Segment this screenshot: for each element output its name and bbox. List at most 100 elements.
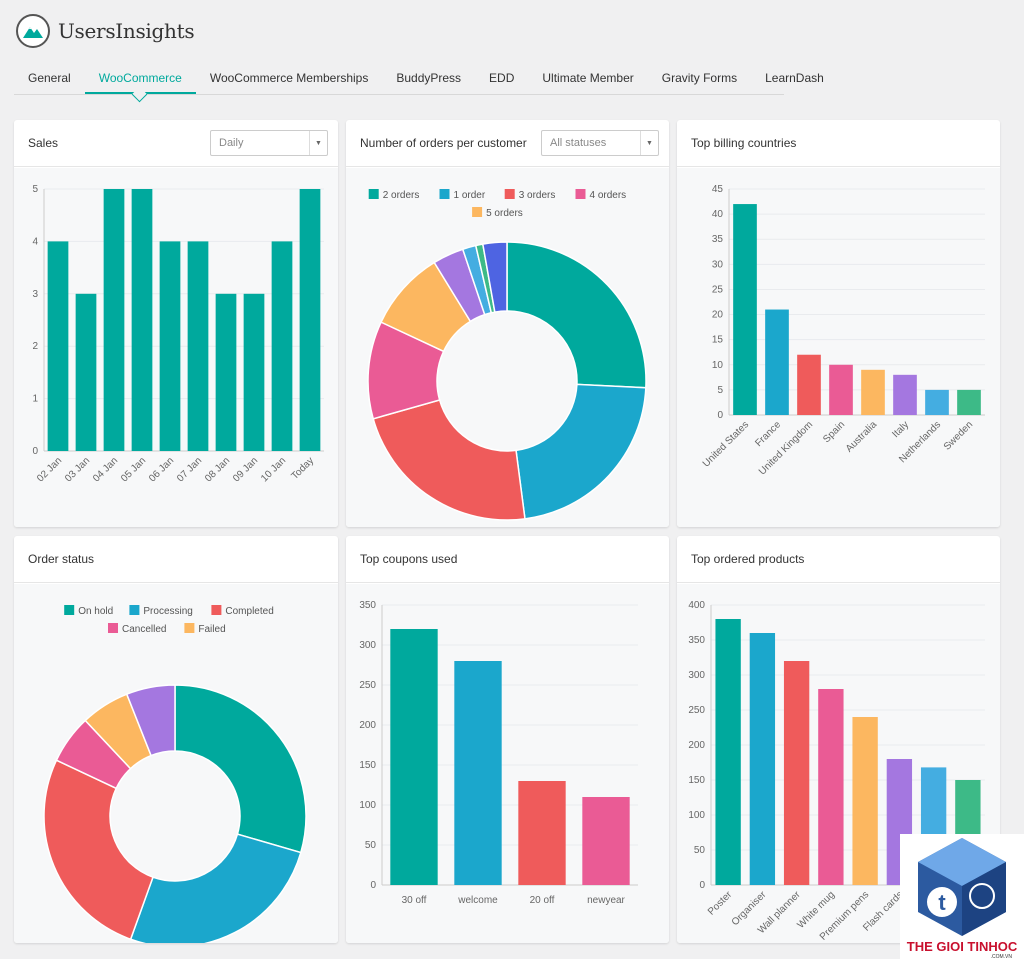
y-tick-label: 250 xyxy=(688,705,705,716)
donut-slice xyxy=(515,383,647,520)
orders-per-customer-header: Number of orders per customer All status… xyxy=(346,120,669,167)
bar xyxy=(783,661,810,885)
legend-label: 4 orders xyxy=(590,190,627,201)
y-tick-label: 200 xyxy=(688,740,705,751)
order-status-filter-value: All statuses xyxy=(550,137,607,149)
app-logo[interactable]: UsersInsights xyxy=(16,14,195,48)
y-tick-label: 100 xyxy=(359,800,376,811)
sales-card: Sales Daily ▼ 0 1 2 3 4 5 02 Jan 03 Jan 04 Jan 05… xyxy=(14,120,338,527)
orders-per-customer-chart-area: 2 orders 1 order 3 orders 4 orders 5 orders xyxy=(346,168,669,527)
y-tick-label: 350 xyxy=(688,635,705,646)
x-tick-label: France xyxy=(753,419,783,449)
billing-countries-title: Top billing countries xyxy=(691,136,797,150)
y-tick-label: 150 xyxy=(359,760,376,771)
billing-countries-card: Top billing countries 0 5 10 15 20 25 30 35 40 45… xyxy=(677,120,1000,527)
bar xyxy=(749,633,776,885)
order-status-chart: On hold Processing Completed Cancelled Faile… xyxy=(43,605,307,943)
tab-buddypress[interactable]: BuddyPress xyxy=(396,71,462,85)
x-tick-label: 08 Jan xyxy=(203,455,232,484)
tab-gravity-forms[interactable]: Gravity Forms xyxy=(661,71,738,85)
bar xyxy=(829,364,853,415)
y-tick-label: 5 xyxy=(717,385,723,396)
bar xyxy=(47,241,69,451)
y-tick-label: 20 xyxy=(712,310,724,321)
x-tick-label: 06 Jan xyxy=(147,455,176,484)
app-name: UsersInsights xyxy=(58,19,195,43)
sales-card-header: Sales Daily ▼ xyxy=(14,120,338,167)
y-tick-label: 30 xyxy=(712,259,724,270)
order-status-card: Order status On hold Processing Completed C… xyxy=(14,536,338,943)
billing-countries-chart-area: 0 5 10 15 20 25 30 35 40 45 United States France Uni… xyxy=(677,168,1000,527)
bar xyxy=(215,293,237,451)
x-tick-label: 09 Jan xyxy=(231,455,260,484)
watermark-subtext: .COM.VN xyxy=(991,954,1013,959)
orders-per-customer-chart: 2 orders 1 order 3 orders 4 orders 5 orders xyxy=(367,189,647,521)
tab-edd[interactable]: EDD xyxy=(489,71,515,85)
order-status-chart-area: On hold Processing Completed Cancelled Faile… xyxy=(14,584,338,943)
y-tick-label: 35 xyxy=(712,234,724,245)
watermark-text: THE GIOI TINHOC xyxy=(907,939,1018,954)
bar xyxy=(733,204,757,415)
coupons-title: Top coupons used xyxy=(360,552,458,566)
donut-slice xyxy=(372,399,526,521)
legend-swatch xyxy=(211,605,222,615)
tab-woocommerce-memberships[interactable]: WooCommerce Memberships xyxy=(209,71,369,85)
y-tick-label: 50 xyxy=(694,845,706,856)
products-title: Top ordered products xyxy=(691,552,805,566)
coupons-header: Top coupons used xyxy=(346,536,669,583)
y-tick-label: 1 xyxy=(32,394,38,405)
legend-label: Processing xyxy=(143,606,192,617)
bar xyxy=(797,354,821,415)
order-status-filter-select[interactable]: All statuses ▼ xyxy=(541,130,659,156)
bar xyxy=(454,661,502,885)
x-tick-label: 20 off xyxy=(530,895,555,906)
bar xyxy=(187,241,209,451)
legend-label: Failed xyxy=(198,624,225,635)
y-tick-label: 15 xyxy=(712,335,724,346)
y-tick-label: 200 xyxy=(359,720,376,731)
bar xyxy=(582,797,630,885)
y-tick-label: 350 xyxy=(359,600,376,611)
y-tick-label: 100 xyxy=(688,810,705,821)
bar xyxy=(271,241,293,451)
tab-general[interactable]: General xyxy=(28,71,71,85)
dropdown-caret-icon: ▼ xyxy=(640,131,658,155)
legend-swatch xyxy=(108,623,118,633)
bar xyxy=(818,689,844,885)
legend-label: 5 orders xyxy=(486,208,523,219)
bar xyxy=(925,389,949,415)
legend-label: 1 order xyxy=(454,190,486,201)
x-tick-label: 05 Jan xyxy=(119,455,148,484)
legend-swatch xyxy=(472,207,483,217)
tab-woocommerce[interactable]: WooCommerce xyxy=(84,63,196,94)
y-tick-label: 250 xyxy=(359,680,376,691)
y-tick-label: 40 xyxy=(712,209,724,220)
legend-swatch xyxy=(129,605,140,615)
legend-label: 3 orders xyxy=(519,190,556,201)
orders-per-customer-title: Number of orders per customer xyxy=(360,136,527,150)
tab-bar: General WooCommerce WooCommerce Membersh… xyxy=(14,63,824,95)
orders-per-customer-card: Number of orders per customer All status… xyxy=(346,120,669,527)
x-tick-label: Italy xyxy=(890,419,911,440)
bar xyxy=(957,389,981,415)
bar xyxy=(299,189,321,451)
sales-period-value: Daily xyxy=(219,137,244,149)
donut-slice xyxy=(125,684,176,757)
legend-swatch xyxy=(439,189,450,199)
donut-slice xyxy=(43,759,154,941)
bar xyxy=(765,309,789,415)
order-status-title: Order status xyxy=(28,552,95,566)
bar xyxy=(243,293,265,451)
y-tick-label: 3 xyxy=(32,289,38,300)
donut-slice xyxy=(506,241,647,389)
bar xyxy=(75,293,97,451)
tab-learndash[interactable]: LearnDash xyxy=(765,71,824,85)
bar xyxy=(159,241,181,451)
tab-ultimate-member[interactable]: Ultimate Member xyxy=(542,71,634,85)
sales-period-select[interactable]: Daily ▼ xyxy=(210,130,328,156)
x-tick-label: 07 Jan xyxy=(175,455,204,484)
bar xyxy=(518,781,566,885)
coupons-chart: 0 50 100 150 200 250 300 350 30 off welcome 20 off… xyxy=(359,600,638,906)
